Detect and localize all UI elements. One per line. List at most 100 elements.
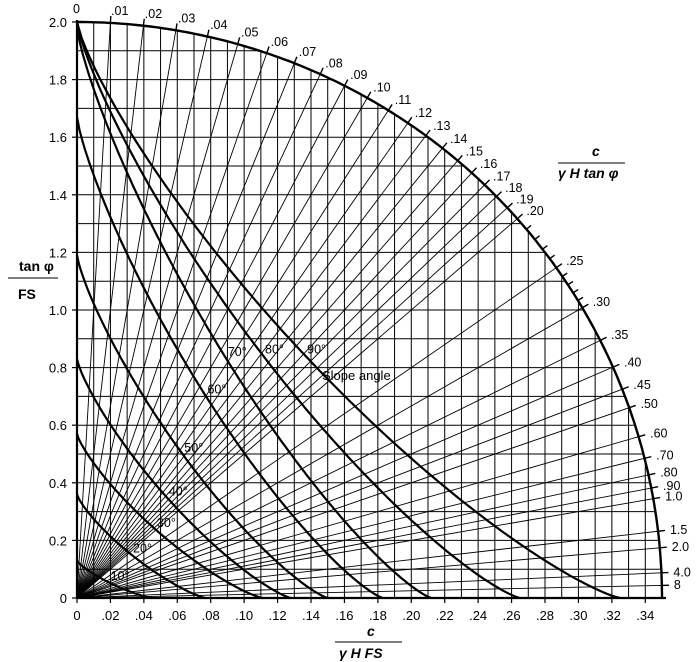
ratio-major-tick [651,486,659,489]
ratio-ray [76,44,239,599]
ratio-ray [76,407,630,599]
ratio-major-tick [484,179,491,186]
grid-layer [77,22,662,598]
ratio-ray [76,147,443,599]
slope-curve-50 [75,255,329,600]
ratio-tick-label: .10 [373,81,390,95]
ratio-major-tick [621,386,630,390]
x-tick-label: .14 [302,608,320,623]
ratio-ray [76,307,583,599]
ratio-tick-label: .25 [566,254,583,268]
ratio-ray [76,388,623,599]
ratio-tick-label: .09 [350,68,367,82]
slope-curve-80 [75,21,521,600]
ratio-major-tick [407,116,413,124]
ratio-minor-tick [577,296,584,302]
ratio-ray [76,36,208,599]
ratio-tick-label: .17 [493,169,510,183]
x-axis-label: c γ H FS [335,623,402,661]
y-axis-label-bottom: FS [18,286,36,302]
x-tick-label: .34 [636,608,654,623]
y-tick-label: 1.6 [49,130,67,145]
labels-layer: .01.02.03.04.05.06.07.08.09.10.11.12.13.… [49,2,691,623]
ratio-ray [76,366,614,599]
ratio-ray [76,572,662,599]
ratio-tick-label: .12 [415,106,432,120]
ratio-tick-label: .50 [641,397,658,411]
ratio-ray [76,207,508,599]
ratio-major-tick [657,529,666,532]
x-tick-label: .28 [536,608,554,623]
ratio-major-tick [471,167,478,174]
ratio-minor-tick [542,245,548,250]
ratio-ray [76,267,557,599]
ratio-tick-label: .18 [505,181,522,195]
ratio-ray [76,110,389,599]
ratio-major-tick [457,154,463,162]
ratio-major-tick [237,37,241,45]
y-tick-label: 0.6 [49,418,67,433]
outer-arc-layer [77,15,669,598]
ratio-major-tick [638,434,646,438]
ratio-ray [76,122,409,599]
x-tick-label: .04 [135,608,153,623]
slope-curve-30 [75,433,263,600]
ratio-major-tick [644,455,652,459]
x-tick-label: .26 [503,608,521,623]
ratio-tick-label: 8 [674,578,681,592]
ratio-tick-label: .01 [111,4,128,18]
ratio-tick-label: 0 [73,2,80,16]
ratio-major-tick [366,91,372,99]
x-tick-label: .10 [235,608,253,623]
ratio-major-tick [175,23,178,31]
slope-angle-label: Slope angle [322,368,391,383]
x-tick-label: .16 [335,608,353,623]
ratio-ray [76,97,368,599]
y-tick-label: 1.8 [49,73,67,88]
ratio-tick-label: .08 [325,56,342,70]
x-tick-label: .30 [569,608,587,623]
slope-curve-label: 10° [111,569,130,583]
ratio-tick-label: .04 [210,18,227,32]
ratio-major-tick [293,56,298,64]
outer-arc [77,20,664,598]
ratio-major-tick [441,142,448,149]
ratio-tick-label: .02 [145,7,162,21]
ratio-ray [76,498,654,599]
ratio-ray [76,474,649,599]
ratio-major-tick [581,303,589,309]
x-tick-label: .22 [436,608,454,623]
slope-curve-10 [76,560,153,600]
ratio-ray [76,52,268,599]
y-tick-label: 1.0 [49,303,67,318]
y-tick-label: 2.0 [49,15,67,30]
x-tick-label: .24 [469,608,487,623]
x-axis-label-top: c [367,623,375,639]
ratio-major-tick [555,263,563,269]
slope-curve-label: 70° [228,345,247,359]
ratio-label-bottom: γ H tan φ [558,165,619,181]
x-tick-label: .18 [369,608,387,623]
ratio-major-tick [653,496,661,500]
ratio-major-tick [425,129,431,137]
x-tick-label: .12 [269,608,287,623]
ratio-major-tick [343,79,349,87]
slope-curve-label: 80° [265,343,284,357]
ratio-tick-label: .45 [633,378,650,392]
ratio-ray [76,184,485,599]
ratio-major-tick [266,46,270,54]
y-tick-label: 0.2 [49,533,67,548]
ratio-tick-label: .03 [178,11,195,25]
ratio-ray [76,436,639,599]
ratio-major-tick [628,404,637,409]
slope-curve-60 [75,116,384,600]
ratio-major-tick [516,213,524,220]
ratio-major-tick [599,336,607,342]
ratio-major-tick [659,546,667,549]
ratio-tick-label: .07 [299,45,316,59]
y-tick-label: 1.2 [49,245,67,260]
slope-curve-label: 20° [133,541,152,555]
ratio-tick-label: 1.0 [665,490,682,504]
ratio-ray [76,340,601,599]
